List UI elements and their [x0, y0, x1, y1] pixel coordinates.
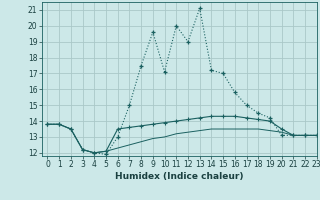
X-axis label: Humidex (Indice chaleur): Humidex (Indice chaleur): [115, 172, 244, 181]
